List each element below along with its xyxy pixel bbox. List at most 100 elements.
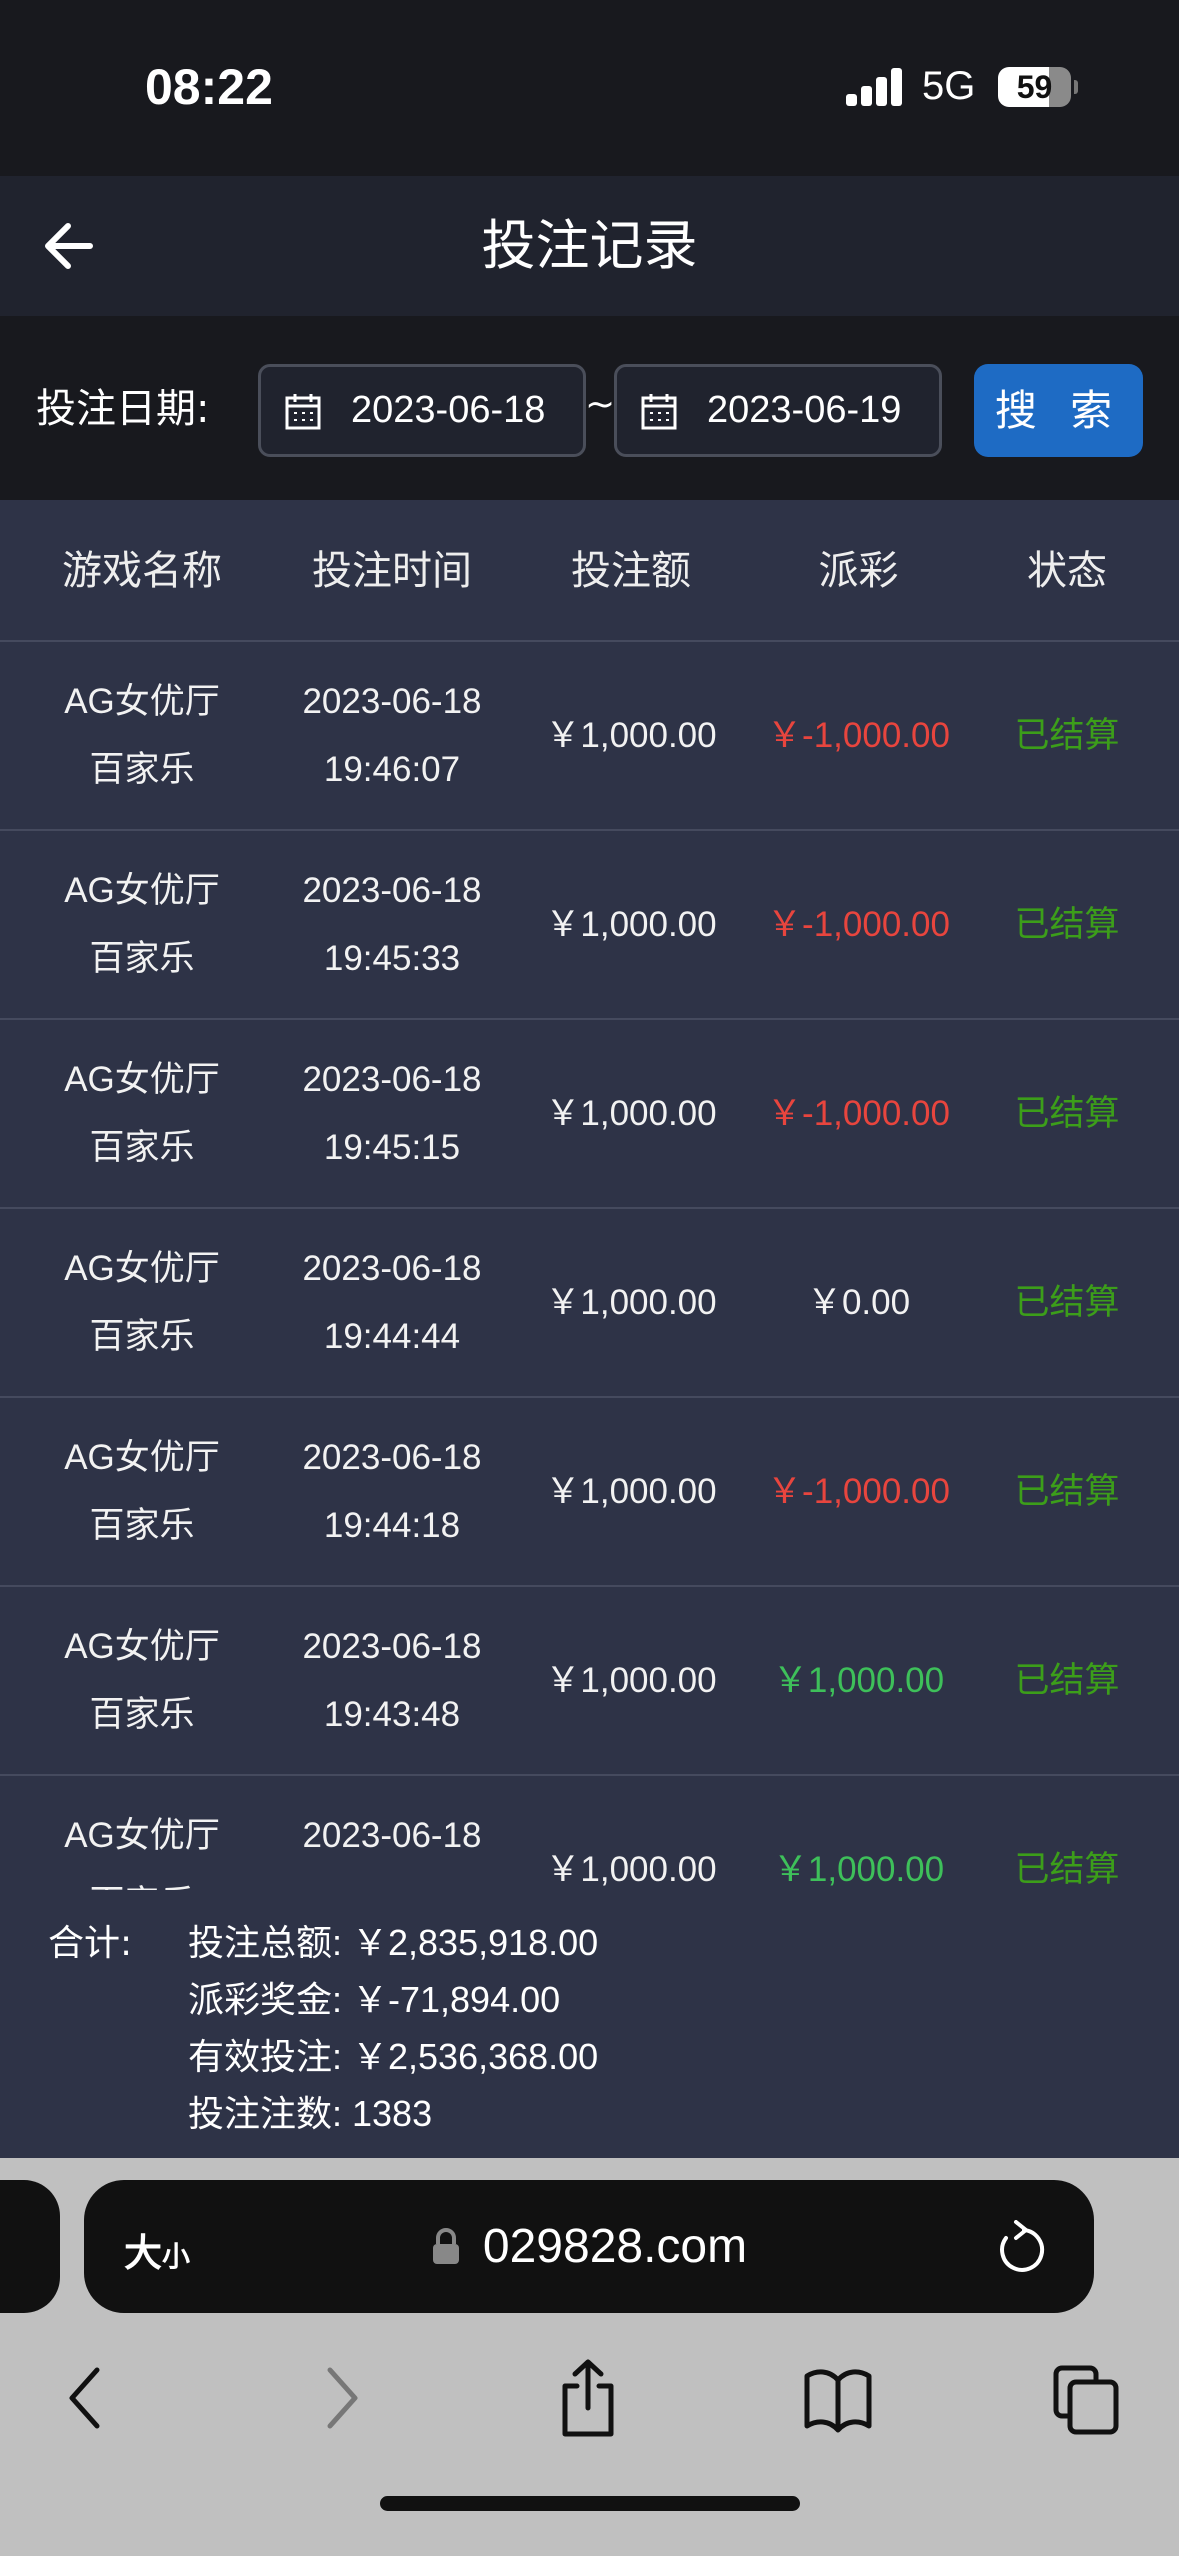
column-header-bet: 投注额 — [571, 548, 691, 594]
network-type: 5G — [922, 64, 976, 108]
bet-time-cell: 2023-06-18 19:45:15 — [284, 1046, 500, 1182]
bet-date: 2023-06-18 — [302, 1815, 482, 1855]
bet-amount: ￥1,000.00 — [545, 1660, 717, 1700]
reload-icon[interactable] — [994, 2220, 1046, 2276]
game-type: 百家乐 — [0, 1870, 284, 1891]
bet-date: 2023-06-18 — [302, 681, 482, 721]
text-size-small: 小 — [162, 2240, 191, 2273]
game-name-cell: AG女优厅百家乐 — [0, 857, 284, 993]
table-header: 游戏名称 投注时间 投注额 派彩 状态 — [0, 500, 1179, 642]
text-size-button[interactable]: 大小 — [124, 2222, 190, 2277]
table-row[interactable]: AG女优厅百家乐 2023-06-18 19:46:07 ￥1,000.00 ￥-… — [0, 642, 1179, 831]
payout-amount: ￥-1,000.00 — [767, 715, 950, 755]
bet-amount: ￥1,000.00 — [545, 715, 717, 755]
payout-amount: ￥1,000.00 — [772, 1849, 945, 1889]
game-hall: AG女优厅 — [64, 1815, 220, 1855]
table-row[interactable]: AG女优厅百家乐 2023-06-18 19:45:33 ￥1,000.00 ￥-… — [0, 831, 1179, 1020]
back-nav-icon[interactable] — [52, 2358, 122, 2438]
status-badge: 已结算 — [1014, 1471, 1120, 1511]
table-row[interactable]: AG女优厅 百家乐 2023-06-18 19:44:18 ￥1,000.00 ￥-… — [0, 1398, 1179, 1587]
browser-toolbar: 大小 029828.com — [0, 2158, 1179, 2556]
start-date-value: 2023-06-18 — [351, 389, 546, 431]
game-type: 百家乐 — [89, 938, 195, 978]
end-date-value: 2023-06-19 — [707, 389, 902, 431]
status-badge: 已结算 — [1014, 904, 1120, 944]
bet-date: 2023-06-18 — [302, 870, 482, 910]
search-button[interactable]: 搜 索 — [974, 364, 1143, 457]
address-bar[interactable]: 大小 029828.com — [84, 2180, 1094, 2313]
summary-count: 投注注数: 1383 — [188, 2093, 433, 2134]
table-row[interactable]: AG女优厅 百家乐 2023-06-18 19:43:48 ￥1,000.00 ￥1… — [0, 1587, 1179, 1776]
battery-icon: 59 — [998, 67, 1071, 107]
bet-amount: ￥1,000.00 — [545, 904, 717, 944]
bet-clock: 19:45:33 — [323, 938, 461, 978]
bet-time-cell: 2023-06-18 19:46:07 — [284, 668, 500, 804]
payout-amount: ￥-1,000.00 — [767, 904, 950, 944]
bet-time-cell: 2023-06-18 — [284, 1802, 500, 1891]
column-header-payout: 派彩 — [818, 548, 899, 594]
summary-payout: 派彩奖金: ￥-71,894.00 — [188, 1979, 561, 2020]
signal-icon — [846, 68, 904, 106]
game-type: 百家乐 — [89, 749, 195, 789]
date-label: 投注日期: — [36, 386, 210, 432]
bet-records-list[interactable]: AG女优厅 百家乐 2023-06-18 19:46:07 ￥1,000.00 ￥-… — [0, 642, 1179, 1890]
tabs-icon[interactable] — [1052, 2358, 1122, 2438]
bet-date: 2023-06-18 — [302, 1248, 482, 1288]
status-badge: 已结算 — [1014, 1849, 1120, 1889]
game-type: 百家乐 — [89, 1505, 195, 1545]
game-name-cell: AG女优厅百家乐 — [0, 1424, 284, 1560]
bet-clock: 19:45:15 — [323, 1127, 461, 1167]
table-row[interactable]: AG女优厅百家乐 2023-06-18 19:44:44 ￥1,000.00 ￥0… — [0, 1209, 1179, 1398]
game-hall: AG女优厅 — [64, 870, 220, 910]
payout-amount: ￥-1,000.00 — [767, 1471, 950, 1511]
status-badge: 已结算 — [1014, 1093, 1120, 1133]
game-name-cell: AG女优厅百家乐 — [0, 1046, 284, 1182]
game-hall: AG女优厅 — [64, 681, 220, 721]
back-arrow-icon[interactable] — [40, 216, 100, 276]
home-indicator — [380, 2496, 800, 2511]
bet-time-cell: 2023-06-18 19:44:18 — [284, 1424, 500, 1560]
bet-clock: 19:44:18 — [323, 1505, 461, 1545]
previous-tab-preview[interactable] — [0, 2180, 60, 2313]
column-header-status: 状态 — [1027, 548, 1107, 594]
status-bar: 08:22 5G 59 — [0, 0, 1179, 176]
calendar-icon — [641, 393, 677, 429]
table-row[interactable]: AG女优厅 百家乐 2023-06-18 19:45:15 ￥1,000.00 ￥-… — [0, 1020, 1179, 1209]
column-header-game: 游戏名称 — [62, 548, 222, 594]
game-hall: AG女优厅 — [64, 1059, 220, 1099]
game-name-cell: AG女优厅百家乐 — [0, 1613, 284, 1749]
game-type: 百家乐 — [89, 1127, 195, 1167]
clock: 08:22 — [145, 59, 273, 115]
start-date-input[interactable]: 2023-06-18 — [258, 364, 586, 457]
bet-clock — [284, 1870, 500, 1891]
bookmarks-icon[interactable] — [803, 2358, 873, 2438]
game-hall: AG女优厅 — [64, 1626, 220, 1666]
url-text[interactable]: 029828.com — [84, 2180, 1094, 2313]
game-name-cell: AG女优厅百家乐 — [0, 668, 284, 804]
battery-cap — [1074, 80, 1078, 94]
game-name-cell: AG女优厅百家乐 — [0, 1235, 284, 1371]
bet-amount: ￥1,000.00 — [545, 1471, 717, 1511]
bet-time-cell: 2023-06-18 19:43:48 — [284, 1613, 500, 1749]
calendar-icon — [285, 393, 321, 429]
share-icon[interactable] — [553, 2358, 623, 2438]
summary-total-bet: 投注总额: ￥2,835,918.00 — [188, 1922, 599, 1963]
status-badge: 已结算 — [1014, 715, 1120, 755]
bet-amount: ￥1,000.00 — [545, 1282, 717, 1322]
status-badge: 已结算 — [1014, 1282, 1120, 1322]
end-date-input[interactable]: 2023-06-19 — [614, 364, 942, 457]
bet-clock: 19:46:07 — [323, 749, 461, 789]
payout-amount: ￥-1,000.00 — [767, 1093, 950, 1133]
payout-amount: ￥0.00 — [806, 1282, 911, 1322]
summary-panel: 合计: 投注总额: ￥2,835,918.00 派彩奖金: ￥-71,894.0… — [0, 1890, 1179, 2158]
page-title: 投注记录 — [481, 214, 698, 277]
forward-nav-icon[interactable] — [305, 2358, 375, 2438]
game-type: 百家乐 — [89, 1694, 195, 1734]
game-type: 百家乐 — [89, 1316, 195, 1356]
game-hall: AG女优厅 — [64, 1248, 220, 1288]
bet-date: 2023-06-18 — [302, 1437, 482, 1477]
bet-time-cell: 2023-06-18 19:44:44 — [284, 1235, 500, 1371]
bet-amount: ￥1,000.00 — [545, 1849, 717, 1889]
